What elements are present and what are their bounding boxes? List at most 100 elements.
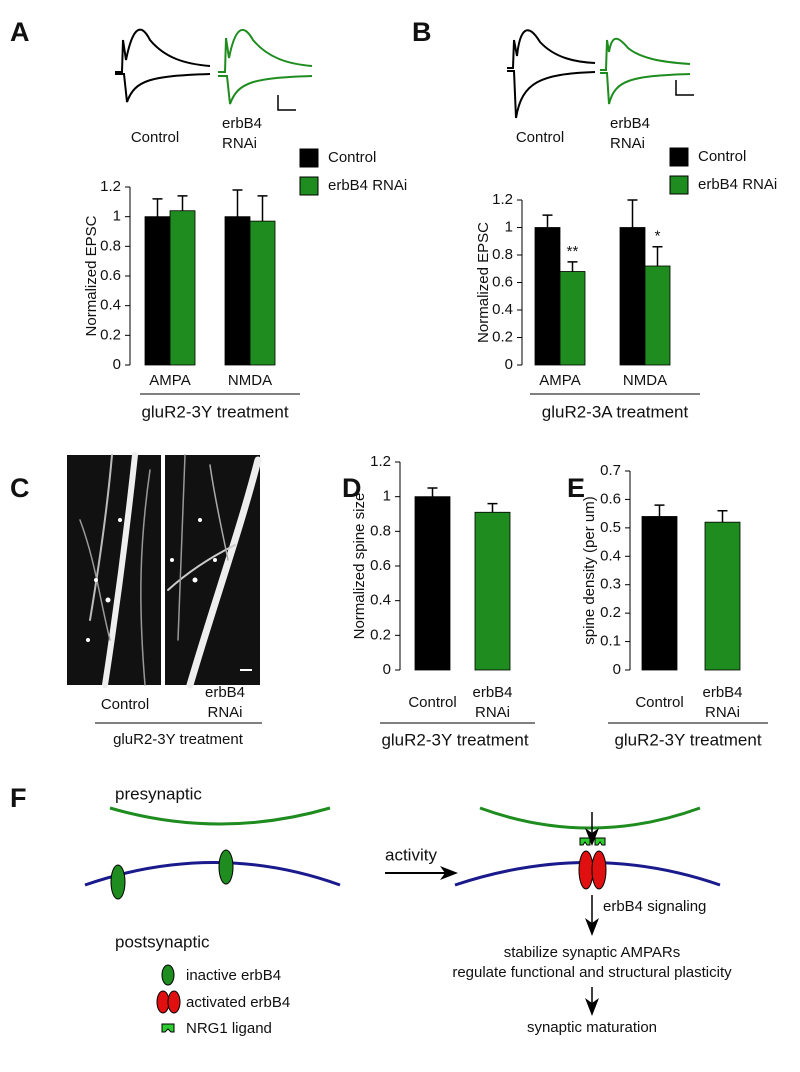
panel-letter: C (10, 473, 30, 503)
trace-label: erbB4 RNAi (610, 115, 650, 152)
panel-letter: E (567, 473, 585, 503)
x-tick-label: AMPA (149, 372, 190, 389)
error-bar (542, 214, 553, 228)
legend-swatch (669, 175, 689, 195)
y-tick-label: 0.8 (492, 246, 513, 263)
panel-letter: F (10, 783, 27, 813)
y-tick-label: 0.2 (370, 626, 391, 643)
bar (644, 265, 671, 366)
error-bar (177, 195, 188, 211)
diagram-label: regulate functional and structural plast… (452, 964, 732, 981)
y-tick-label: 0 (613, 661, 621, 678)
x-axis-label: gluR2-3Y treatment (141, 402, 288, 421)
bar (249, 220, 276, 366)
x-tick-label: erbB4 RNAi (702, 684, 742, 721)
trace-label: erbB4 RNAi (222, 115, 262, 152)
error-bar (487, 502, 498, 513)
error-bar (232, 189, 243, 217)
y-tick-label: 0.8 (100, 237, 121, 254)
y-tick-label: 1 (113, 208, 121, 225)
y-tick-label: 0.2 (492, 328, 513, 345)
x-tick-label: Control (408, 694, 456, 711)
y-tick-label: 0.4 (600, 547, 621, 564)
x-axis-label: gluR2-3Y treatment (381, 730, 528, 749)
y-tick-label: 1 (505, 218, 513, 235)
diagram-label: stabilize synaptic AMPARs (504, 944, 680, 961)
legend-label: NRG1 ligand (186, 1020, 272, 1037)
error-bar (627, 199, 638, 228)
y-tick-label: 0.2 (600, 604, 621, 621)
x-axis-label: gluR2-3Y treatment (614, 730, 761, 749)
image-label: erbB4 RNAi (205, 684, 245, 721)
y-tick-label: 0 (113, 356, 121, 373)
legend-label: erbB4 RNAi (698, 176, 777, 193)
arrowheads (440, 828, 599, 1016)
diagram-label: presynaptic (115, 784, 202, 803)
legend-label: erbB4 RNAi (328, 177, 407, 194)
bar (144, 216, 171, 366)
y-tick-label: 1.2 (370, 453, 391, 470)
legend-swatch (299, 148, 319, 168)
bar (414, 496, 451, 671)
x-tick-label: Control (635, 694, 683, 711)
y-tick-label: 1.2 (100, 178, 121, 195)
y-tick-label: 1.2 (492, 191, 513, 208)
y-tick-label: 0.7 (600, 462, 621, 479)
bar (641, 516, 678, 671)
receptors (110, 837, 607, 1033)
bar (619, 227, 646, 366)
y-tick-label: 0.3 (600, 576, 621, 593)
image-label: Control (101, 696, 149, 713)
y-axis-label: Normalized EPSC (83, 215, 100, 336)
panel-letter: B (412, 17, 432, 47)
y-tick-label: 0.4 (492, 301, 513, 318)
error-bar (717, 510, 728, 523)
y-axis-label: Normalized spine size (351, 493, 368, 640)
x-tick-label: NMDA (623, 372, 667, 389)
error-bar (257, 195, 268, 222)
error-bar (427, 487, 438, 497)
bar (474, 511, 511, 671)
legend-swatch (669, 147, 689, 167)
micrograph (67, 452, 262, 689)
y-tick-label: 0.6 (492, 273, 513, 290)
panel-letter: D (342, 473, 362, 503)
bar (559, 271, 586, 366)
diagram-label: postsynaptic (115, 932, 210, 951)
diagram-label: erbB4 signaling (603, 898, 706, 915)
legend-label: Control (698, 148, 746, 165)
bar (704, 521, 741, 671)
treatment-label: gluR2-3Y treatment (113, 731, 244, 748)
y-tick-label: 1 (383, 488, 391, 505)
y-tick-label: 0.4 (100, 297, 121, 314)
error-bar (152, 198, 163, 217)
x-axis-label: gluR2-3A treatment (542, 402, 689, 421)
legend-label: inactive erbB4 (186, 967, 281, 984)
legend-label: activated erbB4 (186, 994, 290, 1011)
diagram-label: synaptic maturation (527, 1019, 657, 1036)
trace-label: Control (516, 129, 564, 146)
significance: * (655, 228, 661, 245)
x-tick-label: erbB4 RNAi (472, 684, 512, 721)
significance: ** (567, 243, 579, 260)
y-tick-label: 0.4 (370, 592, 391, 609)
error-bar (567, 261, 578, 272)
bar (169, 210, 196, 366)
traces (115, 28, 694, 119)
x-tick-label: AMPA (539, 372, 580, 389)
y-tick-label: 0.1 (600, 633, 621, 650)
panel-letter: A (10, 17, 30, 47)
error-bar (654, 504, 665, 517)
legend-label: Control (328, 149, 376, 166)
y-tick-label: 0 (383, 661, 391, 678)
y-axis-label: Normalized EPSC (475, 222, 492, 343)
y-tick-label: 0.6 (100, 267, 121, 284)
legend-swatch (299, 176, 319, 196)
y-tick-label: 0.6 (370, 557, 391, 574)
diagram-label: activity (385, 845, 437, 864)
x-tick-label: NMDA (228, 372, 272, 389)
error-bar (652, 246, 663, 266)
bar (224, 216, 251, 366)
y-tick-label: 0.6 (600, 490, 621, 507)
